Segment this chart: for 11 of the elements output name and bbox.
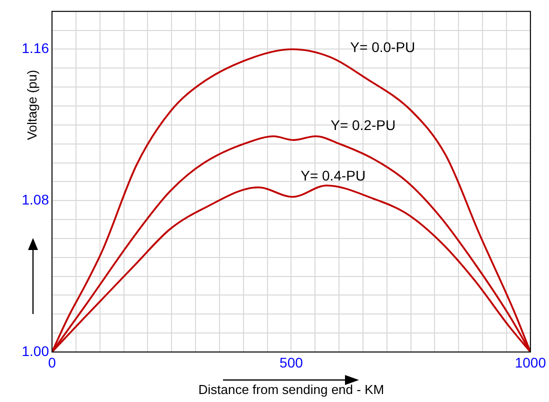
- y-tick-label: 1.08: [22, 191, 50, 208]
- x-tick-label: 1000: [514, 354, 546, 370]
- series-label: Y= 0.2-PU: [330, 117, 396, 134]
- y-axis-title: Voltage (pu): [24, 70, 40, 140]
- series-label: Y= 0.4-PU: [300, 167, 366, 184]
- x-tick-label: 500: [280, 354, 304, 370]
- x-axis-title: Distance from sending end - KM: [198, 382, 384, 397]
- x-tick-label: 0: [48, 354, 56, 370]
- y-tick-label: 1.00: [22, 342, 50, 359]
- series-label: Y= 0.0-PU: [350, 39, 416, 56]
- y-tick-label: 1.16: [22, 40, 50, 56]
